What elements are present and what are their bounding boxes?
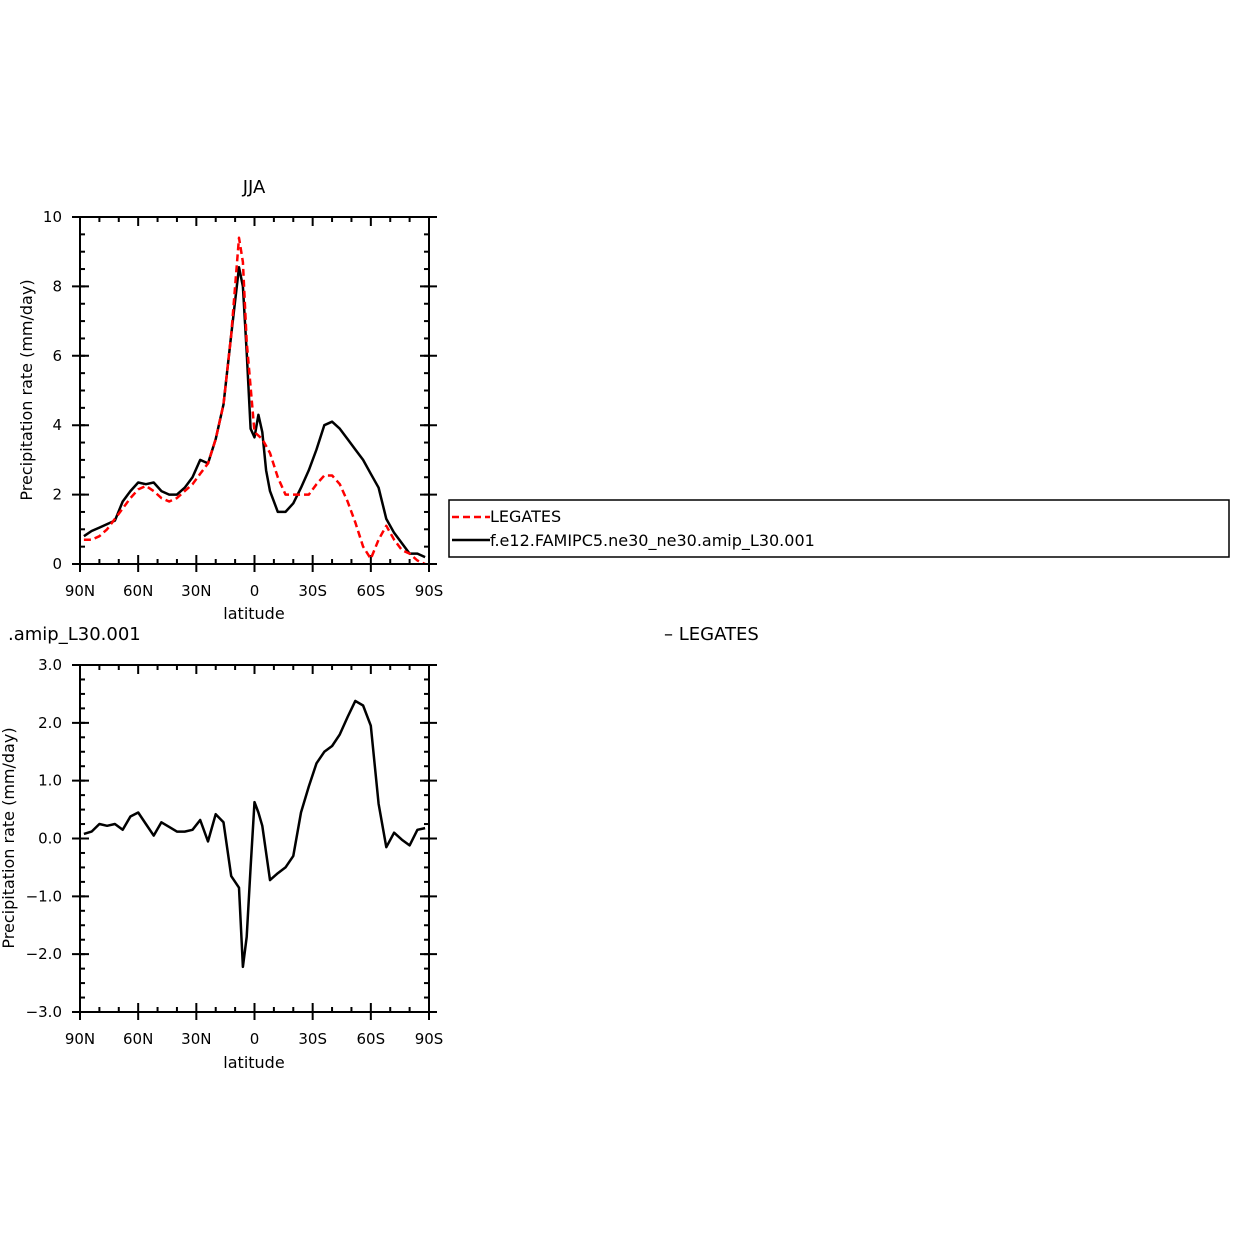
- top-panel-ticks: 90N 60N 30N 0 30S 60S 90S 0 2 4 6 8 10: [43, 208, 443, 600]
- legend: LEGATES f.e12.FAMIPC5.ne30_ne30.amip_L30…: [448, 499, 1230, 558]
- bottom-panel-xlabel: latitude: [223, 1053, 284, 1072]
- bottom-panel-ytick-label: 2.0: [38, 714, 62, 732]
- top-panel-ytick-label: 6: [52, 347, 62, 365]
- bottom-panel-xtick-label: 60N: [123, 1030, 153, 1048]
- top-panel-xtick-label: 90N: [65, 582, 95, 600]
- bottom-panel-xtick-label: 90N: [65, 1030, 95, 1048]
- top-panel-xtick-label: 30N: [181, 582, 211, 600]
- bottom-panel-ytick-label: −2.0: [26, 945, 62, 963]
- top-panel-xtick-label: 60S: [357, 582, 386, 600]
- bottom-panel-series-line-0: [83, 699, 426, 969]
- top-panel-xlabel: latitude: [223, 604, 284, 623]
- top-panel-title: JJA: [242, 177, 266, 198]
- bottom-panel-ytick-label: 1.0: [38, 772, 62, 790]
- bottom-panel-ytick-label: 3.0: [38, 656, 62, 674]
- legend-box: [448, 499, 1230, 558]
- top-panel: JJA Precipitation rate (mm/day) latitude…: [17, 177, 443, 623]
- bottom-panel: .amip_L30.001 – LEGATES Precipitation ra…: [0, 624, 759, 1072]
- top-panel-frame: [79, 216, 430, 565]
- bottom-panel-xtick-label: 30S: [298, 1030, 327, 1048]
- bottom-panel-ytick-label: −1.0: [26, 887, 62, 905]
- top-panel-xtick-label: 0: [250, 582, 260, 600]
- top-panel-ytick-label: 8: [52, 277, 62, 295]
- bottom-panel-xtick-label: 90S: [415, 1030, 444, 1048]
- bottom-panel-xtick-label: 60S: [357, 1030, 386, 1048]
- bottom-panel-xtick-label: 0: [250, 1030, 260, 1048]
- top-panel-ytick-label: 4: [52, 416, 62, 434]
- bottom-panel-ytick-label: −3.0: [26, 1003, 62, 1021]
- top-panel-ytick-label: 2: [52, 486, 62, 504]
- bottom-panel-xtick-label: 30N: [181, 1030, 211, 1048]
- legend-label-legates: LEGATES: [490, 507, 561, 526]
- bottom-panel-frame: [79, 664, 430, 1013]
- bottom-panel-title: .amip_L30.001: [8, 624, 141, 645]
- bottom-panel-title-right: – LEGATES: [664, 624, 759, 645]
- bottom-panel-lines: [83, 699, 426, 969]
- top-panel-lines: [83, 236, 426, 566]
- top-panel-xtick-label: 90S: [415, 582, 444, 600]
- top-panel-series-line-1: [83, 266, 426, 559]
- bottom-panel-ytick-label: 0.0: [38, 830, 62, 848]
- top-panel-ytick-label: 0: [52, 555, 62, 573]
- top-panel-xtick-label: 30S: [298, 582, 327, 600]
- bottom-panel-ylabel: Precipitation rate (mm/day): [0, 727, 18, 948]
- bottom-panel-ticks: 90N 60N 30N 0 30S 60S 90S −3.0 −2.0 −1.0 0.0 1.0 2.0…: [26, 656, 444, 1048]
- top-panel-ytick-label: 10: [43, 208, 62, 226]
- top-panel-series-line-0: [83, 236, 426, 566]
- legend-label-model: f.e12.FAMIPC5.ne30_ne30.amip_L30.001: [490, 531, 815, 551]
- top-panel-ylabel: Precipitation rate (mm/day): [17, 279, 36, 500]
- top-panel-xtick-label: 60N: [123, 582, 153, 600]
